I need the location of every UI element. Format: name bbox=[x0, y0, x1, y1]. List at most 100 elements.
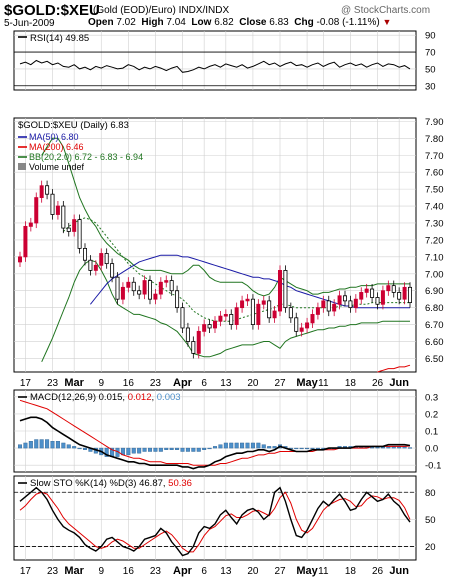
candle-body bbox=[407, 286, 412, 303]
macd-histogram-bar bbox=[23, 442, 28, 449]
macd-histogram-bar bbox=[137, 447, 142, 454]
price-legend-label: $GOLD:$XEU (Daily) 6.83 bbox=[18, 120, 129, 131]
candle-body bbox=[277, 269, 282, 312]
candle-body bbox=[110, 263, 115, 278]
macd-histogram-bar bbox=[185, 447, 190, 452]
candle-body bbox=[191, 341, 196, 354]
macd-histogram-bar bbox=[315, 447, 320, 450]
macd-tick-label: -0.1 bbox=[425, 461, 441, 472]
candle-body bbox=[229, 314, 234, 325]
high-value: 7.04 bbox=[166, 17, 186, 28]
macd-legend-part-2: , bbox=[122, 392, 127, 403]
chg-label: Chg bbox=[294, 17, 314, 28]
candle-body bbox=[137, 290, 142, 295]
macd-histogram-bar bbox=[50, 441, 55, 449]
price-tick-label: 7.40 bbox=[425, 202, 444, 213]
candle-body bbox=[332, 303, 337, 312]
candle-body bbox=[207, 324, 212, 329]
candle-body bbox=[218, 315, 223, 322]
x-axis-label: Jun bbox=[389, 377, 409, 389]
x-axis-label: Mar bbox=[64, 377, 84, 389]
ohlc-quote: Open 7.02 High 7.04 Low 6.82 Close 6.83 … bbox=[88, 17, 391, 28]
x-axis-label: Jun bbox=[389, 565, 409, 577]
macd-histogram-bar bbox=[45, 439, 50, 449]
macd-histogram-bar bbox=[229, 442, 234, 449]
macd-histogram-bar bbox=[267, 446, 272, 449]
x-axis-label: 26 bbox=[372, 378, 384, 389]
sto-legend-label: Slow STO %K(14) %D(3) 46.87, 50.36 bbox=[30, 478, 192, 489]
price-tick-label: 6.80 bbox=[425, 303, 444, 314]
macd-histogram-bar bbox=[223, 442, 228, 449]
x-axis-label: 23 bbox=[150, 566, 162, 577]
x-axis-label: 17 bbox=[20, 566, 32, 577]
chart-subtitle: (Gold (EOD)/Euro) INDX/INDX bbox=[93, 5, 230, 16]
macd-line bbox=[19, 416, 411, 470]
sto-frame bbox=[13, 475, 417, 561]
candle-body bbox=[185, 327, 190, 342]
price-tick-label: 7.10 bbox=[425, 252, 444, 263]
sto-tick-label: 50 bbox=[425, 515, 436, 526]
macd-histogram-bar bbox=[28, 441, 33, 449]
x-axis-label: 13 bbox=[220, 378, 232, 389]
macd-histogram-bar bbox=[191, 447, 196, 452]
macd-histogram-bar bbox=[126, 447, 131, 456]
stochastic-d-line bbox=[19, 491, 411, 553]
macd-histogram-bar bbox=[72, 446, 77, 449]
x-axis-label: Apr bbox=[173, 565, 193, 577]
candle-body bbox=[299, 327, 304, 332]
candle-body bbox=[261, 300, 266, 305]
candle-body bbox=[180, 307, 185, 329]
rsi-legend-label: RSI(14) 49.85 bbox=[30, 33, 89, 44]
candle-body bbox=[175, 290, 180, 309]
macd-histogram-bar bbox=[294, 447, 299, 450]
candle-body bbox=[348, 300, 353, 309]
macd-legend-part-3: 0.012 bbox=[128, 392, 152, 403]
candle-body bbox=[196, 330, 201, 354]
candle-body bbox=[93, 264, 98, 271]
bb-upper-band bbox=[41, 137, 410, 297]
price-tick-label: 7.60 bbox=[425, 168, 444, 179]
rsi-line bbox=[19, 59, 411, 73]
candle-body bbox=[326, 300, 331, 312]
bb-lower-band bbox=[41, 259, 410, 363]
candle-body bbox=[153, 293, 158, 300]
rsi-tick-label: 30 bbox=[425, 81, 436, 92]
price-tick-label: 7.00 bbox=[425, 269, 444, 280]
candle-body bbox=[223, 314, 228, 317]
candle-body bbox=[202, 324, 207, 332]
candle-body bbox=[380, 290, 385, 305]
x-axis-label: 23 bbox=[47, 566, 59, 577]
stochastic-k-line bbox=[19, 486, 411, 557]
macd-histogram-bar bbox=[240, 442, 245, 449]
sto-tick-label: 20 bbox=[425, 542, 436, 553]
candle-body bbox=[55, 205, 60, 215]
macd-histogram-bar bbox=[256, 442, 261, 449]
macd-tick-label: 0.2 bbox=[425, 409, 438, 420]
candle-body bbox=[315, 307, 320, 315]
down-arrow-icon: ▼ bbox=[382, 17, 392, 27]
candle-body bbox=[83, 247, 88, 261]
x-axis-label: May bbox=[296, 565, 318, 577]
x-axis-label: Apr bbox=[173, 377, 193, 389]
candle-body bbox=[115, 276, 120, 300]
x-axis-label: 11 bbox=[318, 378, 329, 389]
candle-body bbox=[342, 295, 347, 302]
macd-tick-label: 0.3 bbox=[425, 392, 438, 403]
macd-histogram-bar bbox=[153, 447, 158, 452]
candle-body bbox=[158, 281, 163, 295]
macd-histogram-bar bbox=[142, 447, 147, 452]
macd-histogram-bar bbox=[408, 447, 413, 449]
macd-histogram-bar bbox=[34, 439, 39, 449]
open-label: Open bbox=[88, 17, 114, 28]
candle-body bbox=[234, 307, 239, 325]
x-axis-label: 9 bbox=[98, 566, 104, 577]
candle-body bbox=[45, 185, 50, 195]
candle-body bbox=[359, 292, 364, 300]
candle-body bbox=[28, 222, 33, 227]
close-label: Close bbox=[239, 17, 267, 28]
candle-body bbox=[66, 227, 71, 232]
candle-body bbox=[305, 322, 310, 329]
candle-body bbox=[88, 259, 93, 271]
macd-tick-label: 0.0 bbox=[425, 444, 438, 455]
